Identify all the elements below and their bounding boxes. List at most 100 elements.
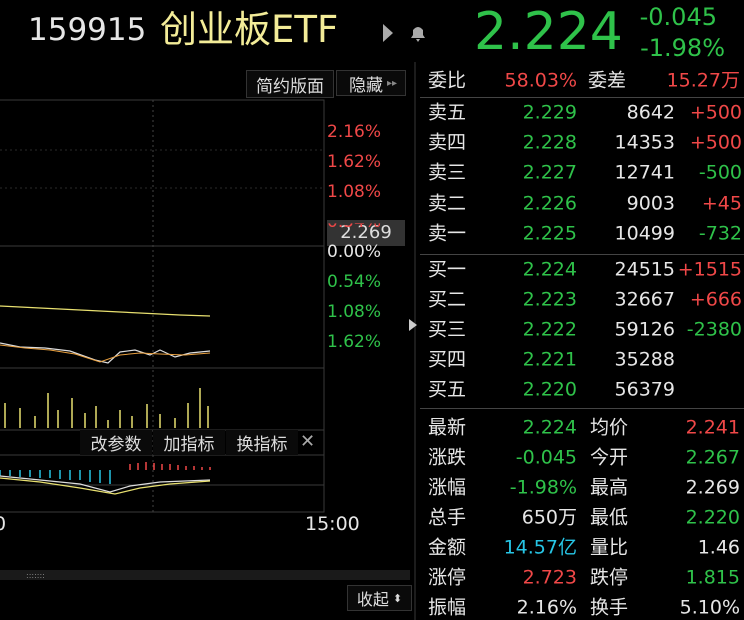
axis-label: 1.62% [327, 332, 382, 352]
chart-frame [0, 99, 325, 513]
stat-value: 2.269 [685, 476, 740, 499]
expand-arrow[interactable] [408, 318, 418, 332]
stat-value: 5.10% [679, 596, 740, 619]
price-change-pct: -1.98% [640, 34, 725, 62]
book-price: 2.220 [522, 378, 577, 401]
stat-value: 2.224 [522, 416, 577, 439]
time-start: 0 [0, 513, 7, 535]
stat-label: 量比 [590, 536, 629, 559]
divider [414, 62, 416, 620]
separator [420, 408, 744, 409]
book-label: 买二 [428, 288, 467, 311]
stat-value: 14.57亿 [503, 536, 577, 559]
book-price: 2.225 [522, 222, 577, 245]
chart-button[interactable]: 换指标 [226, 430, 298, 455]
book-volume: 12741 [614, 161, 675, 184]
book-volume: 24515 [614, 258, 675, 281]
book-volume: 56379 [614, 378, 675, 401]
price-line-2 [0, 344, 211, 363]
book-change: -500 [698, 161, 742, 184]
stat-label: 涨幅 [428, 476, 467, 499]
simple-layout-button[interactable]: 简约版面 [246, 70, 334, 98]
book-label: 买四 [428, 348, 467, 371]
stat-value: 650万 [521, 506, 577, 529]
axis-label: 0.54% [327, 223, 381, 231]
axis-label: 0.54% [327, 272, 382, 292]
book-price: 2.229 [522, 101, 577, 124]
price-tag: 2.269 [327, 220, 405, 246]
book-change: -732 [698, 222, 742, 245]
book-label: 卖五 [428, 101, 467, 124]
separator [420, 254, 744, 255]
stat-value: 1.46 [697, 536, 740, 559]
macd-bars-up [129, 462, 211, 470]
stat-label: 最高 [590, 476, 629, 499]
hide-arrows: ▸▸ [387, 77, 398, 89]
collapse-label: 收起 [356, 590, 389, 609]
stat-label: 涨停 [428, 566, 467, 589]
close-indicator[interactable]: ✕ [300, 431, 316, 452]
axis-label: 1.08% [327, 182, 382, 202]
stat-value: -1.98% [509, 476, 577, 499]
book-volume: 32667 [614, 288, 675, 311]
collapse-button[interactable]: 收起 ⬍ [347, 585, 412, 611]
book-change: +666 [689, 288, 742, 311]
book-label: 买三 [428, 318, 467, 341]
price-change: -0.045 [639, 3, 717, 31]
book-label: 卖四 [428, 131, 467, 154]
header-icons[interactable] [380, 22, 430, 44]
book-change: +1515 [677, 258, 742, 281]
diff-label: 委差 [588, 69, 627, 92]
book-volume: 59126 [614, 318, 675, 341]
chart-button[interactable]: 加指标 [153, 430, 225, 455]
stat-label: 换手 [590, 596, 629, 619]
stat-value: 1.815 [685, 566, 740, 589]
book-price: 2.224 [522, 258, 577, 281]
stat-label: 振幅 [428, 596, 467, 619]
chart-area: ::::::: [0, 99, 410, 580]
macd-line [0, 475, 211, 493]
stat-value: 2.241 [685, 416, 740, 439]
stat-value: 2.16% [516, 596, 577, 619]
macd-bars-down [0, 470, 111, 484]
stat-label: 跌停 [590, 566, 629, 589]
book-change: +500 [689, 101, 742, 124]
book-change: +45 [701, 192, 742, 215]
axis-label: 0.00% [327, 242, 382, 262]
last-price: 2.224 [474, 2, 623, 62]
avg-line [0, 305, 211, 317]
book-volume: 10499 [614, 222, 675, 245]
stat-label: 总手 [428, 506, 467, 529]
hide-label: 隐藏 [349, 75, 383, 96]
book-price: 2.223 [522, 288, 577, 311]
stat-label: 最新 [428, 416, 467, 439]
stat-value: -0.045 [515, 446, 577, 469]
scrollbar[interactable] [0, 570, 410, 580]
book-price: 2.228 [522, 131, 577, 154]
signal-line [0, 477, 211, 495]
book-label: 卖二 [428, 192, 467, 215]
book-label: 买五 [428, 378, 467, 401]
volume-bars [4, 388, 209, 428]
stat-value: 2.723 [522, 566, 577, 589]
hide-button[interactable]: 隐藏 ▸▸ [336, 70, 406, 96]
book-price: 2.221 [522, 348, 577, 371]
chart-button[interactable]: 改参数 [80, 430, 152, 455]
book-volume: 9003 [626, 192, 675, 215]
price-line [0, 342, 211, 364]
axis-label: 1.08% [327, 302, 382, 322]
book-change: +500 [689, 131, 742, 154]
book-label: 卖三 [428, 161, 467, 184]
time-end: 15:00 [305, 513, 360, 535]
separator [420, 97, 744, 98]
stat-label: 金额 [428, 536, 467, 559]
book-label: 买一 [428, 258, 467, 281]
book-change: -2380 [686, 318, 742, 341]
book-label: 卖一 [428, 222, 467, 245]
book-volume: 14353 [614, 131, 675, 154]
stat-label: 均价 [590, 416, 629, 439]
stat-label: 涨跌 [428, 446, 467, 469]
book-price: 2.226 [522, 192, 577, 215]
axis-label: 2.16% [327, 122, 382, 142]
